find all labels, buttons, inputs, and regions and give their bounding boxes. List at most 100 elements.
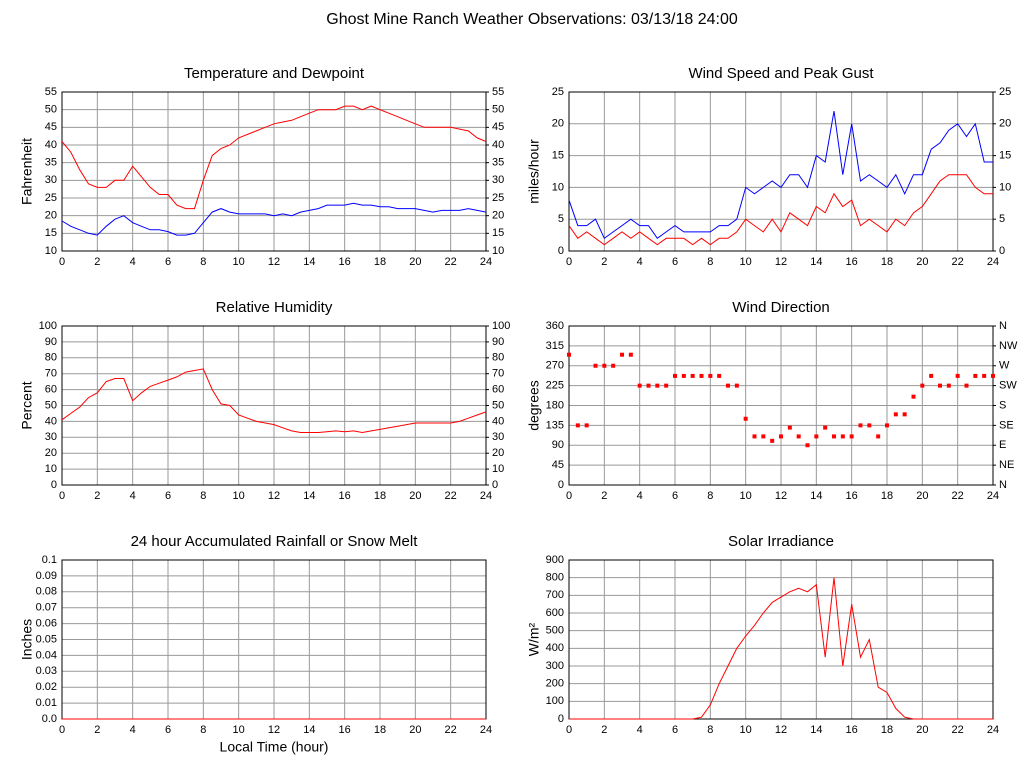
data-line (568, 174, 993, 246)
y-tick-label: 800 (546, 572, 564, 584)
data-point (628, 352, 633, 357)
data-point (991, 373, 995, 378)
data-point (779, 434, 783, 439)
y-tick-label: 0.06 (36, 618, 57, 630)
y-tick-label: 0.02 (36, 681, 57, 693)
y2-tick-label: 20 (492, 210, 504, 222)
y2-tick-label: 10 (492, 463, 504, 475)
data-point (982, 373, 987, 378)
x-tick-label: 8 (707, 490, 713, 502)
x-tick-label: 10 (233, 256, 245, 268)
x-tick-label: 0 (59, 724, 65, 736)
y-tick-label: 80 (45, 352, 57, 364)
data-point (567, 352, 571, 357)
x-tick-label: 24 (480, 256, 492, 268)
y-tick-label: 225 (546, 380, 564, 392)
data-point (885, 423, 889, 428)
x-tick-label: 18 (374, 490, 386, 502)
y2-tick-label: 15 (492, 227, 504, 239)
y-tick-label: 15 (45, 227, 57, 239)
chart-title: Relative Humidity (216, 299, 333, 316)
y2-tick-label: 25 (492, 192, 504, 204)
y-tick-label: 50 (45, 104, 57, 116)
x-tick-label: 2 (94, 490, 100, 502)
x-tick-label: 12 (775, 256, 787, 268)
x-tick-label: 4 (637, 490, 643, 502)
data-point (955, 373, 960, 378)
data-line (61, 202, 487, 236)
chart-title: Solar Irradiance (728, 533, 834, 550)
x-tick-label: 20 (916, 724, 928, 736)
x-tick-label: 22 (445, 490, 457, 502)
data-point (911, 394, 916, 399)
y-tick-label: 0 (558, 479, 564, 491)
y2-tick-label: 50 (492, 399, 504, 411)
data-point (770, 438, 775, 443)
x-tick-label: 6 (165, 724, 171, 736)
x-tick-label: 8 (200, 490, 206, 502)
x-tick-label: 14 (810, 256, 822, 268)
y2-tick-label: SW (999, 380, 1017, 392)
x-tick-label: 10 (740, 490, 752, 502)
x-tick-label: 16 (846, 256, 858, 268)
y-tick-label: 45 (45, 121, 57, 133)
data-point (964, 383, 969, 388)
x-tick-label: 8 (200, 256, 206, 268)
x-tick-label: 24 (987, 724, 999, 736)
y2-tick-label: 40 (492, 139, 504, 151)
y-tick-label: 30 (45, 431, 57, 443)
y-tick-label: 600 (546, 607, 564, 619)
data-point (620, 352, 624, 357)
data-point (699, 373, 704, 378)
data-point (646, 383, 651, 388)
y-tick-label: 0 (51, 479, 57, 491)
x-tick-label: 6 (165, 256, 171, 268)
data-line (61, 105, 487, 210)
x-tick-label: 0 (566, 724, 572, 736)
y-tick-label: 0.05 (36, 633, 57, 645)
y-tick-label: 35 (45, 157, 57, 169)
x-tick-label: 14 (303, 490, 315, 502)
y-tick-label: 180 (546, 399, 564, 411)
y-tick-label: 360 (546, 320, 564, 332)
data-point (637, 383, 642, 388)
data-point (611, 363, 616, 368)
y-tick-label: 0.04 (36, 649, 57, 661)
data-point (973, 373, 978, 378)
data-point (867, 423, 872, 428)
data-point (840, 434, 845, 439)
y-tick-label: 30 (45, 174, 57, 186)
y2-tick-label: 70 (492, 368, 504, 380)
x-tick-label: 4 (130, 490, 136, 502)
x-tick-label: 10 (233, 490, 245, 502)
data-line (568, 111, 993, 240)
x-tick-label: 22 (952, 256, 964, 268)
y2-tick-label: E (999, 439, 1006, 451)
y-tick-label: 900 (546, 554, 564, 566)
x-tick-label: 22 (445, 724, 457, 736)
y-tick-label: 0.03 (36, 665, 57, 677)
data-point (655, 383, 660, 388)
data-line (61, 368, 487, 434)
x-tick-label: 22 (952, 490, 964, 502)
x-tick-label: 12 (775, 490, 787, 502)
y-tick-label: 50 (45, 399, 57, 411)
y2-tick-label: W (999, 360, 1010, 372)
data-point (726, 383, 730, 388)
data-point (673, 373, 677, 378)
y-tick-label: 70 (45, 368, 57, 380)
x-tick-label: 24 (987, 256, 999, 268)
y-tick-label: 315 (546, 340, 564, 352)
y2-tick-label: 45 (492, 121, 504, 133)
x-tick-label: 8 (707, 724, 713, 736)
data-point (920, 383, 925, 388)
x-tick-label: 20 (409, 256, 421, 268)
x-tick-label: 18 (881, 490, 893, 502)
x-tick-label: 6 (672, 490, 678, 502)
x-tick-label: 2 (601, 256, 607, 268)
y-tick-label: 700 (546, 589, 564, 601)
data-point (602, 363, 607, 368)
x-tick-label: 2 (94, 256, 100, 268)
y-tick-label: 100 (546, 695, 564, 707)
data-point (893, 412, 898, 417)
